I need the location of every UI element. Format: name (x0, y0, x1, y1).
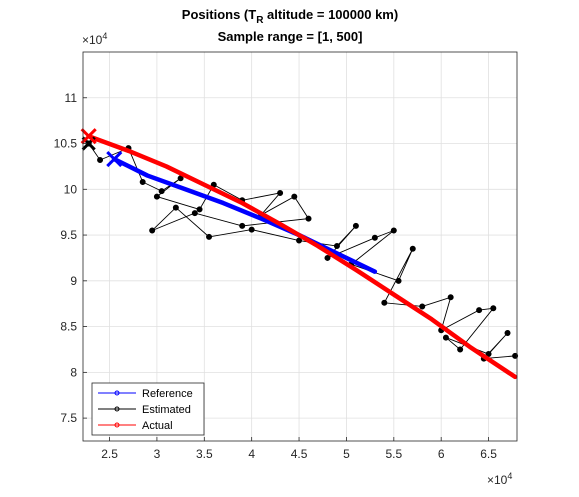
estimated-point (153, 193, 160, 200)
x-tick-label: 5.5 (385, 447, 402, 461)
series-layer (80, 128, 519, 380)
title-subscript: R (256, 15, 264, 26)
estimated-point (381, 299, 388, 306)
legend-item-reference: Reference (98, 388, 193, 400)
y-tick-label: 8.5 (60, 320, 77, 334)
estimated-point (196, 206, 203, 213)
x-tick-label: 2.5 (101, 447, 118, 461)
estimated-point (239, 222, 246, 229)
legend-label-estimated: Estimated (142, 404, 191, 416)
legend-item-actual: Actual (98, 420, 173, 432)
estimated-point (172, 204, 179, 211)
title-rest: altitude = 100000 km) (263, 7, 398, 22)
legend-item-estimated: Estimated (98, 404, 191, 416)
x-tick-label: 4 (248, 447, 255, 461)
x-tick-label: 3.5 (196, 447, 213, 461)
actual-series-line (86, 133, 518, 380)
y-tick-label: 9.5 (60, 228, 77, 242)
y-tick-label: 10 (64, 182, 78, 196)
estimated-point (248, 226, 255, 233)
estimated-point (504, 329, 511, 336)
x-tick-label: 3 (154, 447, 161, 461)
x-tick-label: 5 (343, 447, 350, 461)
estimated-point (371, 234, 378, 241)
actual-start-marker (80, 128, 97, 145)
y-exponent-label: ×104 (82, 31, 107, 47)
tick-layer: 2.5 3 3.5 4 4.5 5 5.5 6 6.5 7.5 8 8.5 9 9.5 10 10.5 11 (54, 91, 498, 461)
y-tick-label: 11 (65, 91, 78, 105)
axes-box (82, 51, 518, 442)
estimated-point (291, 193, 298, 200)
estimated-point (206, 233, 213, 240)
estimated-point (296, 237, 303, 244)
y-tick-label: 8 (70, 365, 77, 379)
estimated-point (149, 227, 156, 234)
estimated-point (277, 189, 284, 196)
estimated-point (390, 227, 397, 234)
legend: Reference Estimated Actual (91, 382, 205, 436)
estimated-point (352, 222, 359, 229)
estimated-point (97, 157, 104, 164)
legend-label-actual: Actual (142, 420, 173, 432)
estimated-point (512, 352, 519, 359)
legend-label-reference: Reference (142, 388, 193, 400)
estimated-point (395, 277, 402, 284)
x-tick-label: 6.5 (480, 447, 497, 461)
estimated-point (191, 210, 198, 217)
estimated-point (476, 307, 483, 314)
x-tick-label: 4.5 (291, 447, 308, 461)
reference-start-marker (106, 151, 123, 168)
estimated-point (324, 254, 331, 261)
estimated-point (158, 188, 165, 195)
y-tick-label: 9 (70, 274, 77, 288)
plot-area (83, 52, 517, 441)
title-main: Positions (T (182, 7, 256, 22)
estimated-point (419, 303, 426, 310)
x-exponent-label: ×104 (487, 471, 512, 487)
estimated-point (442, 334, 449, 341)
y-tick-label: 10.5 (54, 137, 78, 151)
estimated-point (333, 243, 340, 250)
reference-series-line (112, 156, 378, 274)
estimated-point (409, 245, 416, 252)
estimated-point (139, 178, 146, 185)
chart-title-line2: Sample range = [1, 500] (218, 29, 363, 44)
y-tick-label: 7.5 (60, 411, 77, 425)
estimated-point (490, 305, 497, 312)
estimated-point (457, 346, 464, 353)
estimated-point (447, 294, 454, 301)
chart-title-line1: Positions (TR altitude = 100000 km) (182, 7, 398, 26)
x-tick-label: 6 (438, 447, 445, 461)
estimated-point (305, 215, 312, 222)
